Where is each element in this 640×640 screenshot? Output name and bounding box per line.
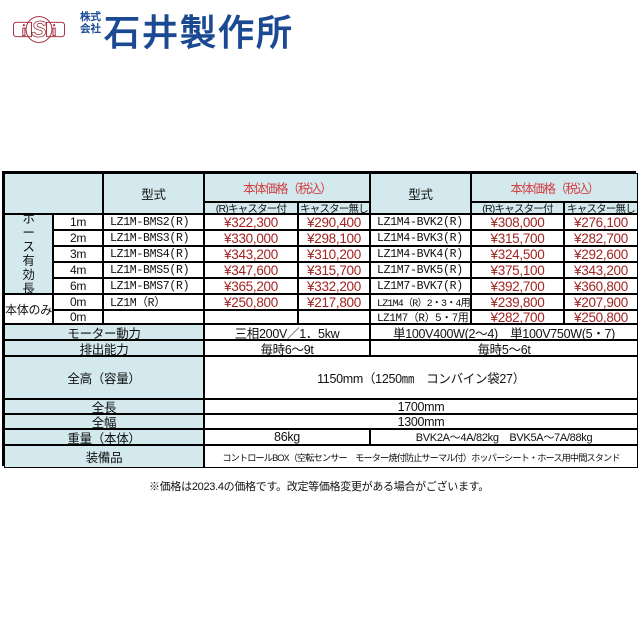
svg-text:S: S <box>31 16 47 42</box>
